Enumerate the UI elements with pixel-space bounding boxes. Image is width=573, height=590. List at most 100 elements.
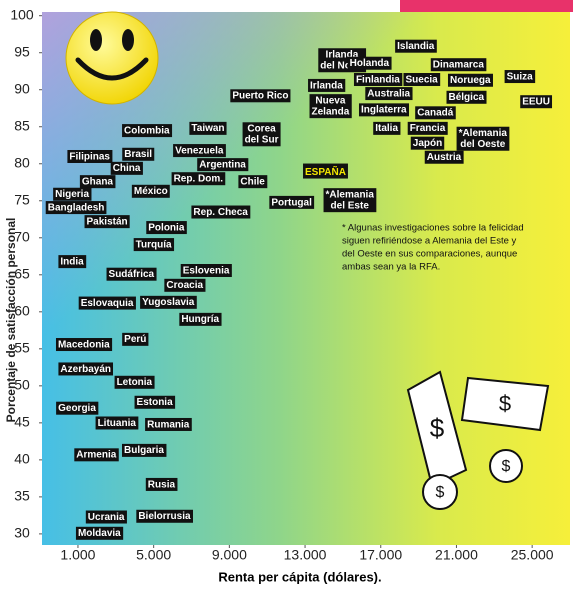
point-name: Canadá — [417, 107, 454, 118]
svg-text:$: $ — [499, 391, 511, 416]
label-box — [269, 195, 315, 209]
point-label: Chile — [238, 175, 268, 189]
point-label: Bulgaria — [121, 443, 167, 457]
label-box — [353, 73, 403, 87]
label-box — [430, 58, 487, 72]
x-tick-label: 21.000 — [435, 547, 478, 563]
label-box — [114, 375, 155, 389]
point-label: Canadá — [415, 106, 456, 120]
label-box — [407, 121, 448, 135]
label-box — [358, 103, 410, 117]
y-tick-label: 95 — [14, 43, 30, 59]
label-box — [74, 448, 119, 462]
label-box — [133, 238, 175, 252]
label-box — [84, 215, 130, 229]
point-name: Inglaterra — [361, 104, 407, 115]
point-label: Pakistán — [84, 215, 130, 229]
point-name: Rep. Dom. — [174, 173, 224, 184]
annotation: ambas sean ya la RFA. — [342, 262, 440, 273]
label-box — [242, 122, 281, 147]
point-label: Moldavia — [75, 526, 124, 540]
point-name: Brasil — [124, 149, 152, 160]
label-box — [323, 188, 377, 213]
point-label: Japón — [410, 136, 445, 150]
label-box — [58, 255, 87, 269]
label-box — [122, 124, 173, 138]
y-tick-label: 85 — [14, 117, 30, 133]
label-box — [179, 312, 222, 326]
point-label: EEUU — [520, 95, 553, 109]
point-name: Nigeria — [55, 189, 89, 200]
point-label: Inglaterra — [358, 103, 410, 117]
point-name: Croacia — [166, 280, 203, 291]
point-name: Eslovenia — [183, 265, 230, 276]
y-tick-label: 50 — [14, 377, 30, 393]
point-name: Rumania — [147, 419, 190, 430]
point-label: Colombia — [122, 124, 173, 138]
label-box — [145, 477, 178, 491]
y-tick-label: 60 — [14, 303, 30, 319]
label-box — [395, 39, 437, 53]
y-tick-label: 40 — [14, 451, 30, 467]
point-label: Polonia — [146, 221, 187, 235]
point-name: Chile — [240, 176, 265, 187]
point-label: Croacia — [164, 278, 206, 292]
point-name: Suecia — [406, 74, 439, 85]
label-box — [136, 509, 193, 523]
point-label: India — [58, 255, 87, 269]
y-tick-label: 55 — [14, 340, 30, 356]
y-tick-label: 80 — [14, 154, 30, 170]
point-label: Noruega — [447, 73, 493, 87]
point-name: Bulgaria — [124, 445, 164, 456]
point-name: Puerto Rico — [232, 90, 288, 101]
label-box — [189, 121, 227, 135]
point-label: Venezuela — [173, 144, 226, 158]
label-box — [373, 121, 401, 135]
point-label: Dinamarca — [430, 58, 487, 72]
point-name: Armenia — [76, 449, 116, 460]
annotation: siguen refiriéndose a Alemania del Este … — [342, 236, 517, 247]
point-name: Australia — [367, 88, 410, 99]
point-label: Bielorrusia — [136, 509, 193, 523]
point-name: Holanda — [350, 58, 390, 69]
label-box — [180, 263, 232, 277]
label-box — [403, 73, 441, 87]
label-box — [106, 267, 157, 281]
annotation: del Oeste en sus comparaciones, aunque — [342, 249, 517, 260]
point-label: Bangladesh — [45, 201, 107, 215]
point-name: China — [113, 163, 141, 174]
point-name: Suiza — [507, 71, 534, 82]
point-name: Filipinas — [69, 151, 110, 162]
label-box — [67, 149, 113, 163]
point-name: Yugoslavia — [142, 297, 195, 308]
point-label: Argentina — [197, 158, 249, 172]
label-box — [53, 187, 92, 201]
point-name: Noruega — [450, 75, 491, 86]
label-box — [85, 510, 127, 524]
point-label: Australia — [365, 87, 413, 101]
label-box — [309, 94, 352, 119]
point-name: Rusia — [148, 479, 176, 490]
point-name: Japón — [413, 138, 442, 149]
y-axis-title: Porcentaje de satisfacción personal — [4, 218, 18, 423]
x-tick-label: 17.000 — [359, 547, 402, 563]
point-label: Hungría — [179, 312, 222, 326]
y-tick-label: 35 — [14, 488, 30, 504]
point-label: Ucrania — [85, 510, 127, 524]
point-name: Sudáfrica — [109, 269, 155, 280]
label-box — [75, 526, 124, 540]
label-box — [146, 221, 187, 235]
point-label: Rusia — [145, 477, 178, 491]
point-label: Rep. Dom. — [171, 172, 226, 186]
point-name: Ucrania — [88, 512, 125, 523]
label-box — [173, 144, 226, 158]
point-name: Perú — [124, 334, 146, 345]
point-label: Rumania — [145, 417, 192, 431]
point-label: *Alemania del Oeste — [456, 126, 510, 151]
svg-text:$: $ — [502, 458, 511, 475]
point-label: Brasil — [122, 147, 155, 161]
label-box — [424, 150, 464, 164]
label-box — [79, 175, 116, 189]
annotation: * Algunas investigaciones sobre la felic… — [342, 223, 524, 234]
point-label: Armenia — [74, 448, 119, 462]
